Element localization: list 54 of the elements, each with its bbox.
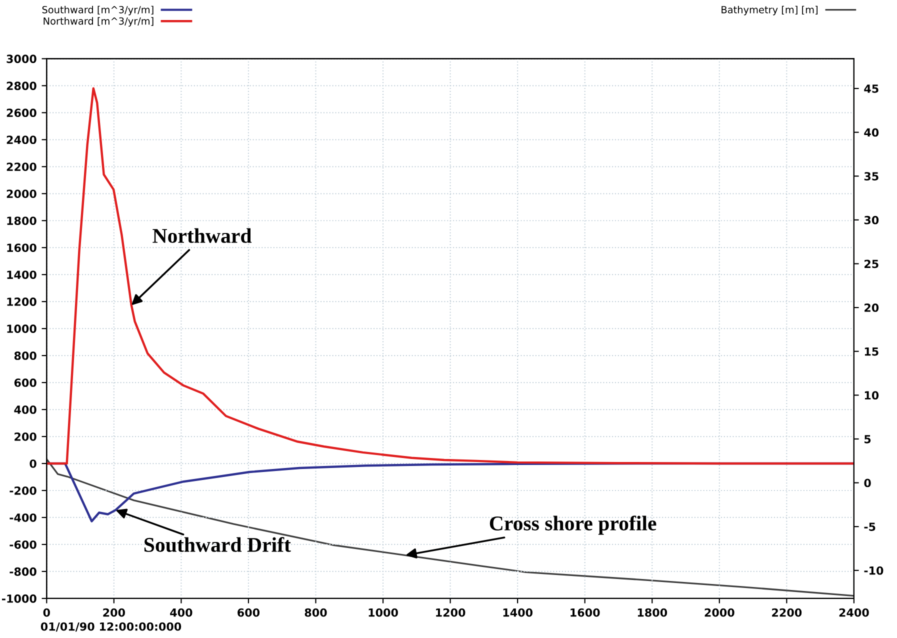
legend-label: Bathymetry [m] [m]	[722, 6, 818, 16]
y-tick-label: 1200	[7, 298, 36, 306]
y-tick-label: 1800	[7, 216, 36, 225]
y-tick-label: -400	[10, 513, 36, 522]
y-tick-label: 1400	[7, 270, 36, 279]
y2-tick-label: -5	[864, 522, 876, 531]
line-series	[46, 87, 854, 465]
y-tick-label: 2800	[6, 82, 36, 90]
x-tick-label: 1800	[638, 608, 668, 617]
y2-tick-label: 30	[864, 216, 879, 224]
y-tick-label: 2000	[6, 190, 36, 198]
x-tick-label: 0	[43, 608, 50, 617]
y-tick-label: 1600	[7, 244, 36, 252]
y2-tick-label: 20	[864, 304, 879, 312]
y2-tick-label: 25	[864, 260, 878, 268]
x-tick-label: 1400	[503, 608, 532, 617]
y-tick-label: 800	[14, 352, 36, 360]
y-tick-label: -1000	[2, 594, 36, 603]
x-tick-label: 200	[103, 608, 125, 617]
y2-tick-label: 35	[864, 172, 878, 180]
x-tick-label: 2000	[704, 608, 734, 617]
x-tick-label: 800	[304, 608, 327, 617]
y2-tick-label: 40	[864, 128, 879, 137]
legend-label: Southward [m^3/yr/m]	[42, 6, 154, 16]
y2-tick-label: 5	[864, 435, 871, 444]
legend-label: Northward [m^3/yr/m]	[44, 17, 154, 27]
y-tick-label: 200	[14, 432, 36, 441]
y-tick-label: 1000	[7, 324, 36, 333]
y-tick-label: 3000	[6, 54, 36, 64]
text: 01/01/90 12:00:00:000	[40, 622, 182, 632]
x-tick-label: 400	[170, 608, 192, 617]
y2-tick-label: 45	[864, 84, 878, 93]
annotation: Cross shore profile	[490, 516, 656, 535]
y-tick-label: -200	[10, 486, 36, 495]
x-tick-label: 1600	[570, 608, 600, 617]
y2-tick-label: 10	[864, 391, 879, 400]
x-tick-label: 2400	[839, 608, 869, 617]
y2-tick-label: 0	[864, 478, 871, 488]
y-tick-label: 2600	[6, 108, 36, 118]
y2-tick-label: -10	[864, 566, 884, 575]
y-tick-label: -600	[10, 540, 36, 549]
y-tick-label: 2400	[6, 136, 36, 144]
y-tick-label: -800	[10, 567, 36, 576]
x-tick-label: 600	[238, 608, 260, 617]
x-tick-label: 2200	[772, 608, 802, 617]
x-tick-label: 1200	[436, 608, 466, 617]
annotation: Northward	[152, 228, 252, 243]
y-tick-label: 400	[14, 406, 36, 414]
y2-tick-label: 15	[864, 347, 878, 356]
y-tick-label: 0	[30, 459, 36, 468]
x-tick-label: 1000	[368, 608, 398, 617]
y-tick-label: 600	[14, 378, 36, 387]
annotation: Southward Drift	[144, 537, 291, 552]
y-tick-label: 2200	[6, 162, 36, 172]
